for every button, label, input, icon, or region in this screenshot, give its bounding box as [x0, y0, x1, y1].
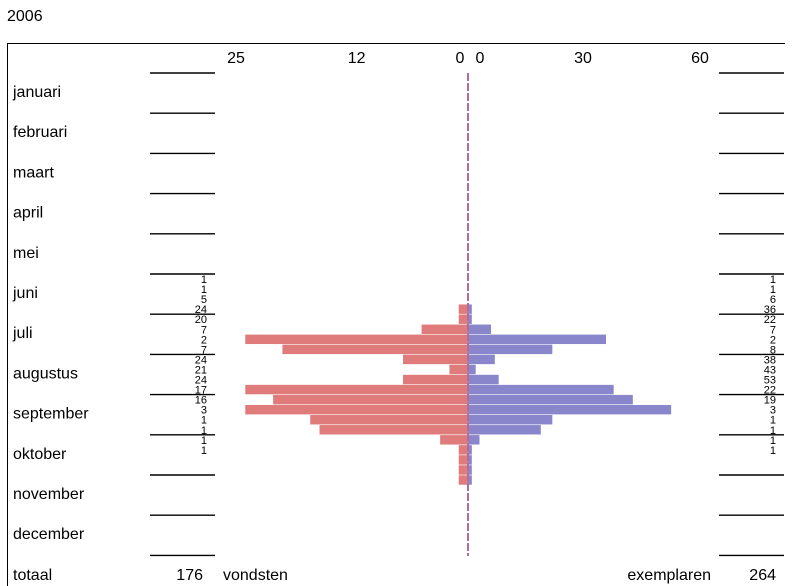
exemplaren-bar	[468, 375, 499, 384]
vondsten-bar	[459, 445, 468, 454]
right-axis-tick: 30	[574, 50, 592, 67]
vondsten-bar	[310, 415, 468, 424]
vondsten-bar	[459, 304, 468, 313]
left-axis-tick: 0	[456, 50, 465, 67]
month-label-september: september	[13, 406, 89, 423]
vondsten-bar	[282, 345, 468, 354]
exemplaren-bar	[468, 345, 552, 354]
vondsten-bar	[459, 455, 468, 464]
right-axis-tick: 0	[476, 50, 485, 67]
month-label-augustus: augustus	[13, 365, 78, 382]
vondsten-axis-label: vondsten	[223, 567, 288, 584]
right-axis-tick: 60	[691, 50, 709, 67]
month-label-januari: januari	[12, 84, 61, 101]
exemplaren-bar	[468, 355, 495, 364]
totaal-label: totaal	[13, 567, 52, 584]
month-label-oktober: oktober	[13, 446, 67, 463]
vondsten-bar	[459, 315, 468, 324]
vondsten-bar	[245, 385, 468, 394]
exemplaren-bar	[468, 385, 614, 394]
exemplaren-bar	[468, 395, 633, 404]
month-label-december: december	[13, 526, 85, 543]
month-label-april: april	[13, 205, 43, 222]
vondsten-bar	[273, 395, 468, 404]
month-label-november: november	[13, 486, 85, 503]
vondsten-value-label: 1	[201, 445, 207, 457]
vondsten-bar	[459, 475, 468, 484]
vondsten-bar	[245, 335, 468, 344]
month-label-maart: maart	[13, 164, 54, 181]
left-axis-tick: 25	[227, 50, 245, 67]
vondsten-bar	[403, 375, 468, 384]
exemplaren-bar	[468, 415, 552, 424]
month-label-mei: mei	[13, 245, 39, 262]
exemplaren-bar	[468, 325, 491, 334]
vondsten-bar	[320, 425, 468, 434]
vondsten-bar	[403, 355, 468, 364]
left-axis-tick: 12	[348, 50, 366, 67]
vondsten-bar	[440, 435, 468, 444]
exemplaren-bar	[468, 365, 476, 374]
exemplaren-bar	[468, 425, 541, 434]
vondsten-bar	[449, 365, 468, 374]
vondsten-bar	[459, 465, 468, 474]
month-label-juli: juli	[12, 325, 33, 342]
exemplaren-total: 264	[749, 567, 776, 584]
vondsten-bar	[422, 325, 468, 334]
vondsten-bar	[245, 405, 468, 414]
exemplaren-bar	[468, 405, 671, 414]
month-label-juni: juni	[12, 285, 38, 302]
exemplaren-axis-label: exemplaren	[627, 567, 711, 584]
exemplaren-value-label: 1	[770, 445, 776, 457]
exemplaren-bar	[468, 435, 480, 444]
vondsten-total: 176	[176, 567, 203, 584]
month-label-februari: februari	[13, 124, 67, 141]
exemplaren-bar	[468, 335, 606, 344]
